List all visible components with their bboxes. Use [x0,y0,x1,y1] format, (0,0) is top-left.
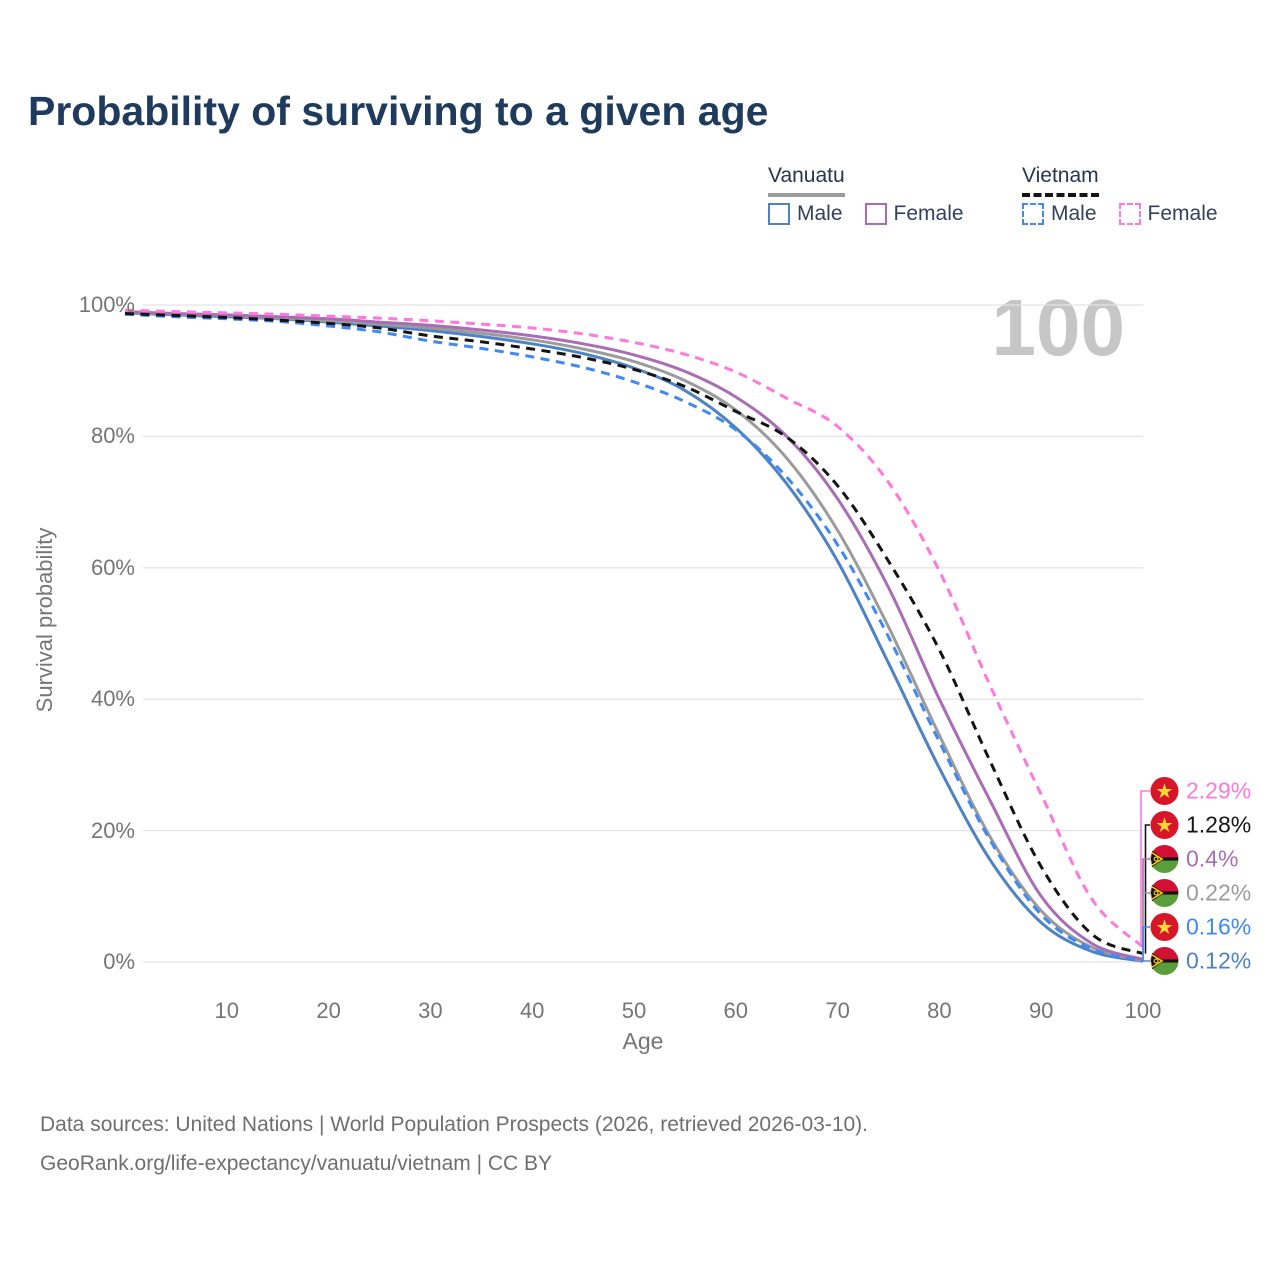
source-line-2: GeoRank.org/life-expectancy/vanuatu/viet… [40,1151,553,1175]
checkbox-vanuatu-female[interactable] [864,203,887,225]
legend-label: Male [1051,202,1097,225]
y-tick-40: 40% [90,686,135,712]
vanuatu-flag [1150,844,1179,874]
vietnam-flag [1150,810,1179,840]
series-line-vanuatu-male[interactable] [124,311,1144,963]
vanuatu-flag [1150,946,1179,976]
legend-item-vietnam-female[interactable]: Female [1118,202,1218,226]
end-label-value: 0.12% [1186,947,1252,974]
legend-country-vanuatu: Vanuatu [768,164,845,197]
x-tick-20: 20 [316,998,341,1023]
checkbox-vietnam-male[interactable] [1022,203,1044,225]
x-tick-100: 100 [1124,998,1162,1023]
page-title: Probability of surviving to a given age [28,88,769,134]
x-axis-title: Age [622,1028,664,1054]
y-tick-80: 80% [90,423,135,449]
y-tick-20: 20% [90,817,135,843]
x-tick-60: 60 [723,998,749,1023]
series-line-vanuatu-female[interactable] [124,310,1144,961]
end-label-vietnam-male[interactable]: 0.16% [1150,912,1252,942]
x-tick-70: 70 [825,998,850,1023]
legend-group-vietnam: Vietnam [1022,164,1099,197]
legend-label: Male [797,202,843,225]
end-label-vietnam-female[interactable]: 2.29% [1150,776,1252,806]
legend-group-vanuatu: Vanuatu [768,164,845,197]
series-line-vanuatu-total[interactable] [124,310,1144,963]
legend-country-vietnam: Vietnam [1022,164,1099,197]
y-tick-60: 60% [90,554,135,580]
leader-line-vietnam-female [1140,790,1150,947]
x-tick-50: 50 [621,998,647,1023]
end-label-value: 1.28% [1186,811,1252,838]
leader-line-vietnam-male [1142,926,1150,961]
age-watermark: 100 [991,283,1125,372]
series-line-vietnam-male[interactable] [124,312,1144,963]
leader-line-vietnam-total [1144,824,1150,954]
x-tick-10: 10 [214,998,240,1023]
end-label-vanuatu-total[interactable]: 0.22% [1150,878,1252,908]
legend-items-vanuatu: Male Female [768,202,964,226]
x-tick-40: 40 [519,998,545,1023]
end-label-vanuatu-female[interactable]: 0.4% [1150,844,1239,874]
checkbox-vietnam-female[interactable] [1118,203,1141,225]
x-tick-90: 90 [1028,998,1054,1023]
vanuatu-flag [1150,878,1179,908]
y-tick-0: 0% [103,949,135,974]
end-label-value: 0.22% [1186,879,1252,906]
end-label-vietnam-total[interactable]: 1.28% [1150,810,1252,840]
legend-item-vietnam-male[interactable]: Male [1022,202,1097,226]
source-line-1: Data sources: United Nations | World Pop… [40,1113,869,1136]
series-line-vietnam-female[interactable] [124,308,1145,949]
vietnam-flag [1150,912,1179,942]
legend-item-vanuatu-female[interactable]: Female [864,202,964,226]
y-tick-100: 100% [78,292,135,317]
legend-label: Female [1147,202,1218,225]
end-label-vanuatu-male[interactable]: 0.12% [1150,946,1252,976]
end-label-value: 0.4% [1186,845,1239,872]
checkbox-vanuatu-male[interactable] [768,203,790,225]
vietnam-flag [1150,776,1179,806]
legend-items-vietnam: Male Female [1022,202,1218,226]
source-footer: Data sources: United Nations | World Pop… [40,1106,868,1184]
end-label-value: 0.16% [1186,913,1252,940]
end-label-value: 2.29% [1186,777,1252,804]
leader-line-vanuatu-female [1142,858,1150,960]
x-tick-30: 30 [418,998,443,1023]
x-tick-80: 80 [927,998,952,1023]
legend-item-vanuatu-male[interactable]: Male [768,202,843,226]
legend-label: Female [893,202,964,225]
